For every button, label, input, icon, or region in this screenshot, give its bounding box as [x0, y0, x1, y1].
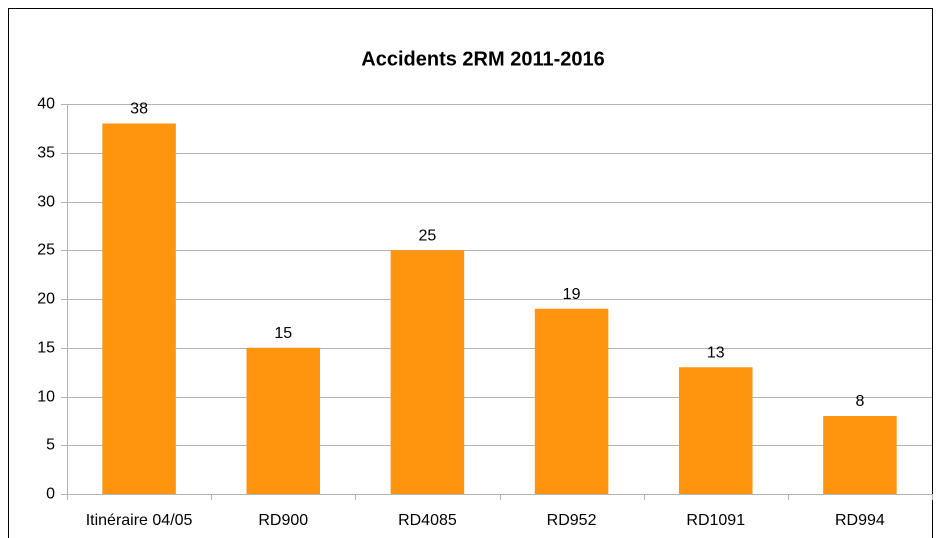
x-tick-label: RD1091 — [686, 512, 745, 529]
y-tick-label: 10 — [37, 389, 55, 406]
y-tick-label: 35 — [37, 145, 55, 162]
chart-title: Accidents 2RM 2011-2016 — [361, 48, 604, 70]
y-tick-label: 20 — [37, 291, 55, 308]
data-label: 38 — [130, 101, 148, 118]
data-label: 8 — [855, 393, 864, 410]
data-label: 25 — [419, 227, 437, 244]
data-label: 13 — [707, 344, 725, 361]
bar — [390, 250, 465, 494]
y-tick-label: 40 — [37, 96, 55, 113]
y-tick-label: 15 — [37, 340, 55, 357]
bar — [102, 123, 176, 494]
bar — [246, 347, 321, 494]
bar — [534, 308, 609, 494]
y-tick-label: 25 — [37, 242, 55, 259]
chart-frame — [8, 8, 933, 538]
bar — [823, 416, 897, 494]
x-tick-label: RD994 — [835, 512, 885, 529]
y-tick-label: 0 — [46, 486, 55, 503]
x-tick-label: RD4085 — [398, 512, 457, 529]
y-tick-label: 5 — [46, 437, 55, 454]
x-tick-label: Itinéraire 04/05 — [86, 512, 193, 529]
data-label: 15 — [274, 325, 292, 342]
x-tick-label: RD952 — [547, 512, 597, 529]
x-tick-label: RD900 — [258, 512, 308, 529]
bar — [678, 367, 753, 494]
y-tick-label: 30 — [37, 194, 55, 211]
data-label: 19 — [563, 286, 581, 303]
